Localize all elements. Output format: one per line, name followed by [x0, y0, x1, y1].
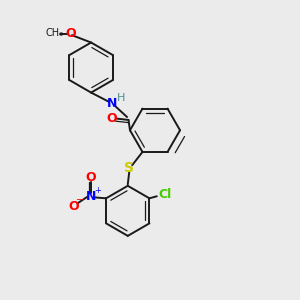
- Text: O: O: [106, 112, 117, 125]
- Text: Cl: Cl: [158, 188, 172, 201]
- Text: O: O: [69, 200, 79, 213]
- Text: N: N: [85, 190, 96, 203]
- Text: S: S: [124, 161, 134, 175]
- Text: H: H: [117, 93, 125, 103]
- Text: N: N: [107, 97, 118, 110]
- Text: O: O: [65, 27, 76, 40]
- Text: +: +: [94, 186, 101, 195]
- Text: −: −: [76, 195, 85, 206]
- Text: CH₃: CH₃: [45, 28, 63, 38]
- Text: O: O: [85, 171, 96, 184]
